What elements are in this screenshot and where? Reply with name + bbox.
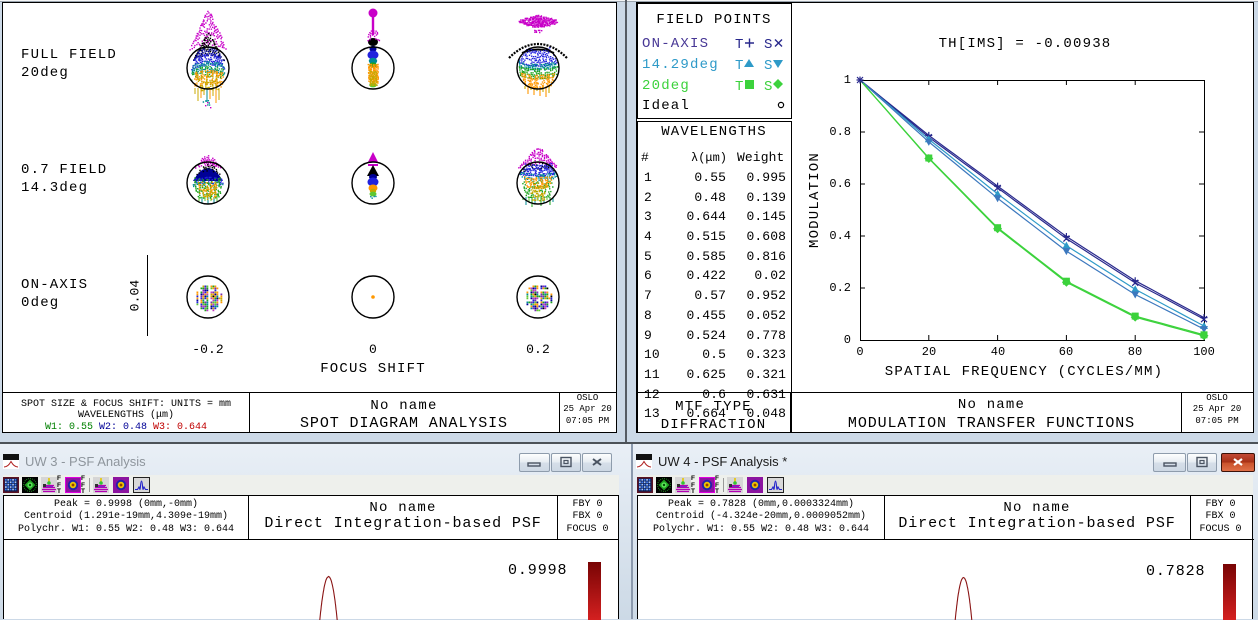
svg-text:S: S — [764, 79, 772, 95]
svg-text:S: S — [764, 58, 772, 74]
svg-text:T: T — [735, 79, 743, 95]
svg-text:T: T — [735, 37, 743, 53]
svg-text:T: T — [735, 58, 743, 74]
svg-text:S: S — [764, 37, 772, 53]
